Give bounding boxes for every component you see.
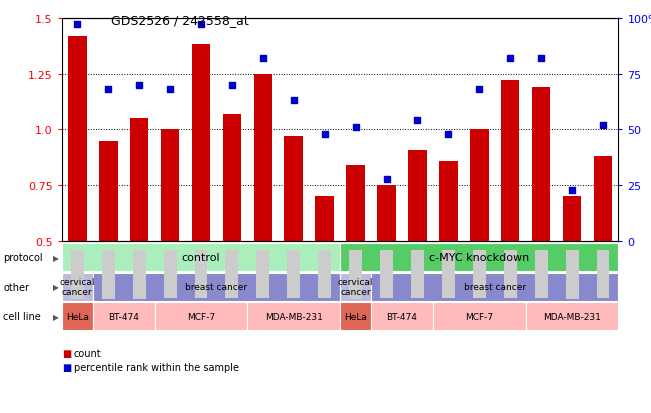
Bar <box>594 157 612 353</box>
Point <box>165 87 175 93</box>
Point <box>134 82 145 89</box>
Text: MDA-MB-231: MDA-MB-231 <box>543 312 601 321</box>
Bar <box>408 150 426 353</box>
Text: c-MYC knockdown: c-MYC knockdown <box>429 253 529 263</box>
Point <box>412 118 422 124</box>
Bar <box>315 197 334 353</box>
Point <box>381 176 392 183</box>
Point <box>227 82 237 89</box>
Bar <box>377 186 396 353</box>
Text: ■: ■ <box>62 363 71 373</box>
Text: breast cancer: breast cancer <box>186 282 247 292</box>
Text: ▶: ▶ <box>53 312 59 321</box>
Text: MCF-7: MCF-7 <box>187 312 215 321</box>
Point <box>536 55 546 62</box>
Point <box>103 87 113 93</box>
Point <box>474 87 484 93</box>
Bar <box>223 114 241 353</box>
Bar <box>501 81 519 353</box>
Bar <box>130 119 148 353</box>
Bar <box>562 197 581 353</box>
Bar <box>470 130 488 353</box>
Point <box>350 125 361 131</box>
Point <box>567 187 577 194</box>
Text: control: control <box>182 253 220 263</box>
Text: breast cancer: breast cancer <box>464 282 526 292</box>
Text: ▶: ▶ <box>53 282 59 292</box>
Point <box>598 122 608 129</box>
Text: MCF-7: MCF-7 <box>465 312 493 321</box>
Text: percentile rank within the sample: percentile rank within the sample <box>74 363 238 373</box>
Text: MDA-MB-231: MDA-MB-231 <box>265 312 323 321</box>
Text: ▶: ▶ <box>53 253 59 262</box>
Text: cervical
cancer: cervical cancer <box>338 278 374 297</box>
Point <box>258 55 268 62</box>
Text: count: count <box>74 348 101 358</box>
Text: ■: ■ <box>62 348 71 358</box>
Bar <box>439 161 458 353</box>
Bar <box>99 141 117 353</box>
Bar <box>532 88 550 353</box>
Text: HeLa: HeLa <box>66 312 89 321</box>
Text: BT-474: BT-474 <box>387 312 417 321</box>
Bar <box>191 45 210 353</box>
Point <box>288 98 299 104</box>
Bar <box>253 74 272 353</box>
Text: cell line: cell line <box>3 311 41 321</box>
Point <box>443 131 454 138</box>
Text: HeLa: HeLa <box>344 312 367 321</box>
Text: protocol: protocol <box>3 253 43 263</box>
Text: GDS2526 / 242558_at: GDS2526 / 242558_at <box>111 14 249 27</box>
Text: cervical
cancer: cervical cancer <box>59 278 95 297</box>
Point <box>320 131 330 138</box>
Text: other: other <box>3 282 29 292</box>
Bar <box>346 166 365 353</box>
Point <box>196 22 206 28</box>
Text: BT-474: BT-474 <box>108 312 139 321</box>
Point <box>505 55 516 62</box>
Bar <box>284 137 303 353</box>
Point <box>72 22 83 28</box>
Bar <box>68 36 87 353</box>
Bar <box>161 130 179 353</box>
